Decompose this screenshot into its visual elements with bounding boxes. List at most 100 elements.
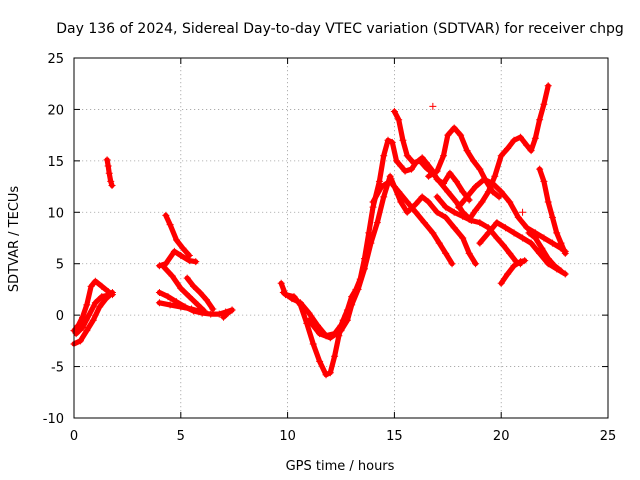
x-axis-label: GPS time / hours — [286, 459, 395, 474]
grid-lines — [74, 58, 608, 418]
data-point-marker — [393, 157, 401, 165]
y-tick-label: 20 — [47, 103, 64, 118]
data-point-marker — [309, 340, 317, 348]
series-4 — [103, 156, 116, 190]
data-point-marker — [484, 229, 492, 237]
data-point-marker — [429, 102, 437, 110]
data-point-marker — [484, 188, 492, 196]
data-point-marker — [228, 306, 236, 314]
data-point-marker — [499, 241, 507, 249]
data-point-marker — [540, 100, 548, 108]
data-point-marker — [433, 167, 441, 175]
data-point-marker — [316, 330, 324, 338]
data-point-marker — [397, 198, 405, 206]
data-point-marker — [360, 265, 368, 273]
x-tick-label: 5 — [177, 429, 185, 444]
data-point-marker — [536, 116, 544, 124]
data-point-marker — [495, 193, 503, 201]
data-point-marker — [422, 164, 430, 172]
series-25 — [519, 208, 527, 216]
data-point-marker — [183, 274, 191, 282]
data-point-marker — [553, 229, 561, 237]
data-point-marker — [87, 282, 95, 290]
chart-title: Day 136 of 2024, Sidereal Day-to-day VTE… — [56, 21, 624, 37]
data-point-marker — [448, 260, 456, 268]
data-point-marker — [326, 334, 334, 342]
series-trace — [455, 176, 568, 254]
data-point-marker — [395, 116, 403, 124]
data-point-marker — [514, 213, 522, 221]
data-point-marker — [510, 136, 518, 144]
data-point-marker — [540, 177, 548, 185]
data-point-marker — [83, 301, 91, 309]
series-trace — [280, 137, 472, 339]
data-point-marker — [510, 262, 518, 270]
data-point-marker — [472, 206, 480, 214]
data-point-marker — [544, 82, 552, 90]
data-point-marker — [506, 198, 514, 206]
data-point-marker — [162, 211, 170, 219]
data-point-marker — [435, 177, 443, 185]
data-point-marker — [192, 258, 200, 266]
data-point-marker — [79, 323, 87, 331]
data-point-marker — [425, 198, 433, 206]
data-point-marker — [85, 311, 93, 319]
x-tick-label: 20 — [493, 429, 510, 444]
data-point-marker — [160, 263, 168, 271]
series-15 — [369, 177, 456, 268]
data-point-marker — [380, 152, 388, 160]
data-series — [70, 82, 569, 379]
data-point-marker — [531, 134, 539, 142]
data-point-marker — [106, 291, 114, 299]
data-point-marker — [170, 247, 178, 255]
data-point-marker — [440, 152, 448, 160]
data-point-marker — [429, 229, 437, 237]
data-point-marker — [525, 229, 533, 237]
data-point-marker — [510, 229, 518, 237]
data-point-marker — [388, 138, 396, 146]
data-point-marker — [224, 309, 232, 317]
data-point-marker — [497, 279, 505, 287]
data-point-marker — [279, 289, 287, 297]
data-point-marker — [516, 258, 524, 266]
data-point-marker — [98, 293, 106, 301]
data-point-marker — [96, 303, 104, 311]
data-point-marker — [465, 249, 473, 257]
data-point-marker — [91, 277, 99, 285]
series-trace — [391, 108, 523, 267]
data-point-marker — [442, 249, 450, 257]
series-8 — [160, 263, 208, 315]
data-point-marker — [354, 285, 362, 293]
data-point-marker — [489, 179, 497, 187]
data-point-marker — [373, 219, 381, 227]
y-axis-label: SDTVAR / TECUs — [7, 186, 22, 293]
y-tick-label: -10 — [43, 412, 64, 427]
data-point-marker — [322, 371, 330, 379]
data-point-marker — [561, 249, 569, 257]
data-point-marker — [557, 239, 565, 247]
data-point-marker — [305, 316, 313, 324]
data-point-marker — [403, 208, 411, 216]
data-point-marker — [190, 282, 198, 290]
data-point-marker — [380, 193, 388, 201]
x-tick-label: 10 — [279, 429, 296, 444]
data-point-marker — [463, 193, 471, 201]
data-point-marker — [277, 279, 285, 287]
data-point-marker — [83, 327, 91, 335]
data-point-marker — [79, 313, 87, 321]
data-point-marker — [155, 289, 163, 297]
data-point-marker — [527, 147, 535, 155]
data-point-marker — [177, 284, 185, 292]
data-point-marker — [89, 316, 97, 324]
data-point-marker — [418, 193, 426, 201]
data-point-marker — [527, 239, 535, 247]
data-point-marker — [497, 152, 505, 160]
y-tick-label: 25 — [47, 52, 64, 67]
data-point-marker — [551, 262, 559, 270]
data-point-marker — [103, 156, 111, 164]
data-point-marker — [459, 234, 467, 242]
data-point-marker — [390, 107, 398, 115]
data-point-marker — [519, 234, 527, 242]
data-point-marker — [493, 219, 501, 227]
data-point-marker — [386, 177, 394, 185]
